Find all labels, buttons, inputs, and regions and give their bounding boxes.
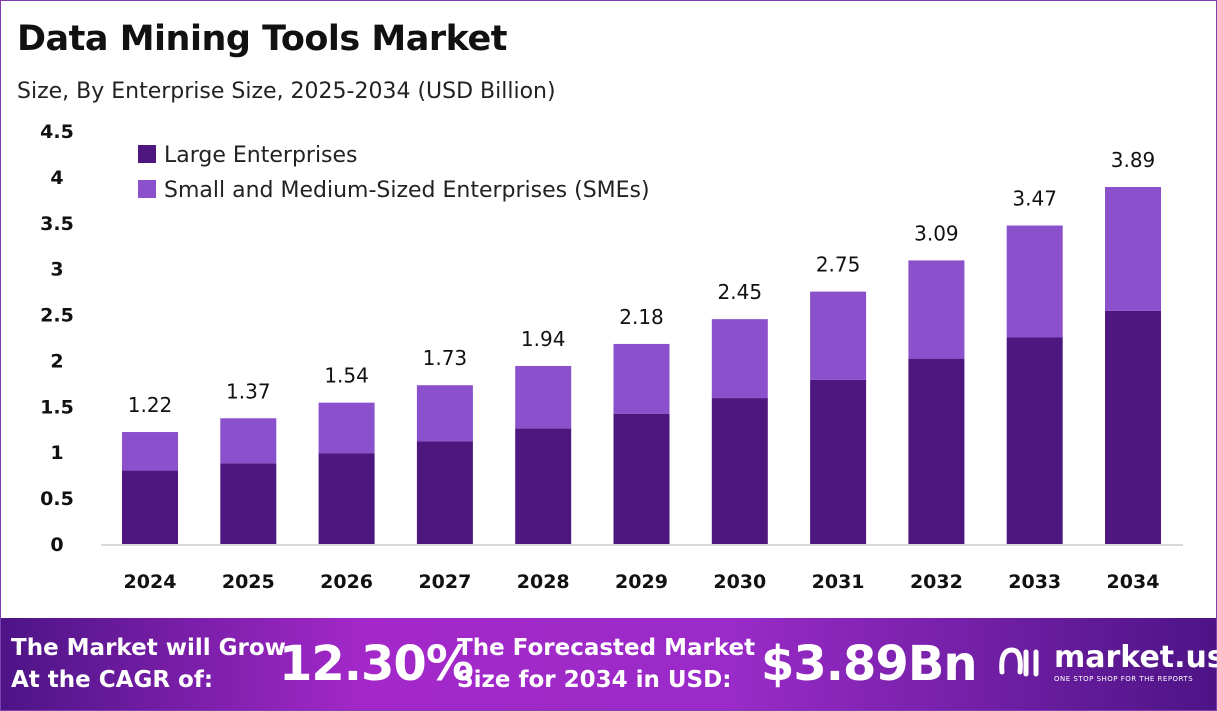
logo-name: market.us (1054, 640, 1217, 675)
total-data-label: 1.94 (521, 327, 566, 351)
x-tick-label: 2024 (124, 571, 177, 593)
forecast-label-line1: The Forecasted Market (457, 635, 756, 661)
cagr-label-line1: The Market will Grow (11, 635, 286, 661)
bar-smes (318, 402, 375, 454)
bar-large-enterprises (220, 463, 277, 544)
chart-subtitle: Size, By Enterprise Size, 2025-2034 (USD… (17, 79, 556, 104)
bar-smes (1105, 186, 1161, 311)
x-tick-label: 2032 (910, 571, 963, 593)
x-tick-label: 2029 (615, 571, 668, 593)
total-data-label: 2.45 (718, 280, 763, 304)
bar-smes (416, 385, 473, 442)
legend-label: Large Enterprises (164, 143, 358, 168)
bar-smes (1006, 225, 1063, 338)
bar-large-enterprises (1105, 310, 1161, 544)
legend-swatch (138, 180, 156, 198)
x-tick-label: 2033 (1008, 571, 1061, 593)
forecast-label-line2: Size for 2034 in USD: (457, 667, 732, 693)
bar-large-enterprises (908, 358, 965, 544)
bar-large-enterprises (122, 470, 178, 544)
bar-smes (711, 319, 768, 399)
bar-smes (220, 418, 277, 464)
total-data-label: 2.18 (619, 305, 664, 329)
logo-tagline: ONE STOP SHOP FOR THE REPORTS (1054, 675, 1194, 683)
bar-smes (515, 365, 572, 429)
total-data-label: 1.22 (128, 393, 173, 417)
y-tick-label: 3.5 (40, 213, 74, 235)
y-tick-label: 0.5 (40, 488, 74, 510)
y-tick-label: 4 (50, 167, 63, 189)
y-tick-label: 2 (50, 350, 63, 372)
bar-large-enterprises (613, 413, 670, 544)
total-data-label: 1.73 (423, 346, 468, 370)
total-data-label: 3.09 (914, 221, 959, 245)
x-tick-label: 2027 (418, 571, 471, 593)
y-tick-label: 2.5 (40, 305, 74, 327)
bar-large-enterprises (515, 428, 572, 544)
bar-smes (122, 432, 178, 471)
bar-large-enterprises (810, 379, 867, 544)
legend-swatch (138, 145, 156, 163)
cagr-value: 12.30% (279, 636, 474, 692)
y-tick-label: 1.5 (40, 396, 74, 418)
summary-banner: The Market will Grow At the CAGR of: 12.… (1, 618, 1217, 710)
forecast-label: The Forecasted Market Size for 2034 in U… (457, 632, 755, 696)
bar-large-enterprises (1006, 337, 1063, 544)
chart-title: Data Mining Tools Market (17, 19, 507, 59)
x-tick-label: 2031 (812, 571, 865, 593)
total-data-label: 1.54 (324, 364, 369, 388)
bar-smes (908, 260, 965, 359)
bar-large-enterprises (318, 453, 375, 544)
total-data-label: 3.47 (1012, 187, 1057, 211)
bar-large-enterprises (711, 398, 768, 544)
x-tick-label: 2034 (1107, 571, 1160, 593)
cagr-label: The Market will Grow At the CAGR of: (11, 632, 286, 696)
forecast-value: $3.89Bn (761, 636, 978, 692)
bar-smes (810, 291, 867, 380)
x-tick-label: 2025 (222, 571, 275, 593)
x-tick-label: 2026 (320, 571, 373, 593)
bar-large-enterprises (416, 441, 473, 544)
x-tick-label: 2030 (713, 571, 766, 593)
legend-label: Small and Medium-Sized Enterprises (SMEs… (164, 178, 650, 203)
total-data-label: 2.75 (816, 253, 861, 277)
x-tick-label: 2028 (517, 571, 570, 593)
total-data-label: 3.89 (1111, 148, 1156, 172)
cagr-label-line2: At the CAGR of: (11, 667, 214, 693)
bar-smes (613, 343, 670, 414)
logo-icon (999, 646, 1039, 676)
y-tick-label: 0 (50, 534, 63, 556)
total-data-label: 1.37 (226, 379, 271, 403)
y-tick-label: 4.5 (40, 121, 74, 143)
y-tick-label: 1 (50, 442, 63, 464)
market-us-logo: market.us ONE STOP SHOP FOR THE REPORTS (996, 640, 1217, 683)
bar-chart: 0 0.5 1 1.5 2 2.5 3 3.5 4 4.5 1.22 2024 1.37 2025 1.54… (40, 121, 1183, 593)
y-tick-label: 3 (50, 259, 63, 281)
